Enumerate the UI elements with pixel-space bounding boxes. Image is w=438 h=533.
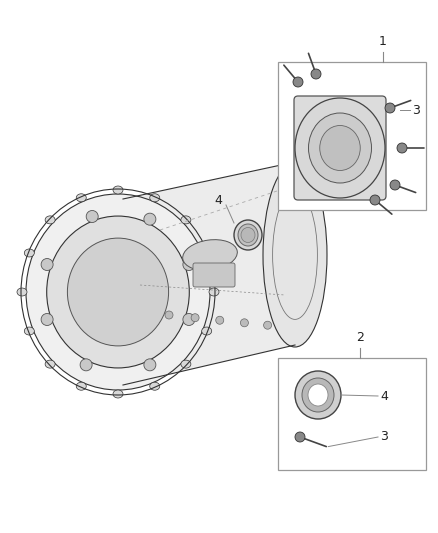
Ellipse shape [302,378,334,412]
Ellipse shape [150,194,160,202]
Circle shape [80,359,92,371]
Ellipse shape [238,224,258,246]
Polygon shape [123,162,295,385]
Ellipse shape [201,327,212,335]
Ellipse shape [241,228,255,243]
Ellipse shape [308,113,371,183]
Circle shape [144,359,156,371]
Ellipse shape [26,194,210,390]
Circle shape [183,313,195,326]
Circle shape [41,313,53,326]
Ellipse shape [209,288,219,296]
FancyBboxPatch shape [294,96,386,200]
Ellipse shape [201,249,212,257]
Circle shape [144,213,156,225]
Text: 3: 3 [412,103,420,117]
Circle shape [397,143,407,153]
Ellipse shape [76,382,86,390]
Circle shape [183,259,195,271]
Bar [278,62,426,210]
Ellipse shape [76,194,86,202]
Circle shape [385,103,395,113]
Circle shape [390,180,400,190]
Bar [278,358,426,470]
Circle shape [311,69,321,79]
Text: 4: 4 [380,390,388,402]
Ellipse shape [113,390,123,398]
Circle shape [264,321,272,329]
FancyBboxPatch shape [193,263,235,287]
Ellipse shape [45,360,55,368]
Ellipse shape [320,125,360,171]
Ellipse shape [234,220,262,250]
Circle shape [191,314,199,322]
Circle shape [293,77,303,87]
Ellipse shape [183,240,237,270]
Ellipse shape [47,216,189,368]
Circle shape [240,319,248,327]
Ellipse shape [181,360,191,368]
Ellipse shape [45,216,55,224]
Ellipse shape [24,327,34,335]
Text: 4: 4 [214,193,222,206]
Ellipse shape [24,249,34,257]
Circle shape [295,432,305,442]
Ellipse shape [113,186,123,194]
Ellipse shape [308,384,328,406]
Ellipse shape [295,371,341,419]
Circle shape [41,259,53,271]
Text: 1: 1 [379,35,387,48]
Circle shape [165,311,173,319]
Text: 2: 2 [356,331,364,344]
Circle shape [86,211,98,222]
Text: 3: 3 [380,431,388,443]
Circle shape [216,316,224,324]
Ellipse shape [150,382,160,390]
Ellipse shape [67,238,169,346]
Circle shape [370,195,380,205]
Ellipse shape [17,288,27,296]
Ellipse shape [181,216,191,224]
Ellipse shape [263,163,327,347]
Ellipse shape [295,98,385,198]
